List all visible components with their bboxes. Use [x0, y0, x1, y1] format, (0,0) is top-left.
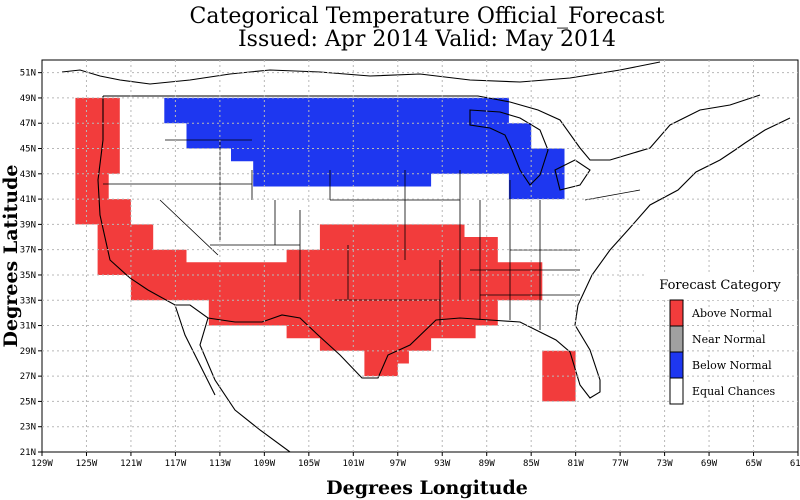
y-tick-label: 27N — [20, 372, 36, 382]
y-tick-label: 39N — [20, 220, 36, 230]
legend-label-background — [690, 385, 770, 398]
coast-north — [61, 61, 661, 85]
y-tick-label: 51N — [20, 69, 36, 79]
region-above-normal-0 — [75, 97, 543, 377]
x-axis-title: Degrees Longitude — [326, 477, 528, 499]
x-tick-label: 73W — [656, 459, 673, 469]
legend: Forecast Category Above Normal Near Norma… — [646, 274, 796, 405]
x-tick-label: 65W — [745, 459, 762, 469]
legend-label: Equal Chances — [692, 385, 776, 398]
x-tick-label: 129W — [31, 459, 53, 469]
canada-border — [103, 94, 761, 161]
legend-items: Above Normal Near Normal Below Normal Equal… — [669, 299, 776, 405]
y-tick-label: 31N — [20, 322, 36, 332]
x-tick-label: 97W — [390, 459, 407, 469]
legend-label: Near Normal — [692, 333, 766, 346]
mexico-outline — [199, 317, 291, 452]
y-tick-label: 35N — [20, 271, 36, 281]
baja-outline — [174, 304, 216, 396]
y-tick-label: 37N — [20, 246, 36, 256]
legend-title: Forecast Category — [659, 278, 781, 293]
x-tick-label: 101W — [342, 459, 364, 469]
legend-swatch — [669, 377, 684, 405]
x-tick-label: 93W — [434, 459, 451, 469]
legend-swatch — [669, 325, 684, 353]
x-tick-label: 121W — [120, 459, 142, 469]
state-lines — [103, 139, 641, 330]
x-tick-label: 61W — [790, 459, 800, 469]
legend-swatch — [669, 351, 684, 379]
map-subtitle: Issued: Apr 2014 Valid: May 2014 — [238, 27, 616, 52]
y-tick-label: 41N — [20, 195, 36, 205]
y-tick-label: 45N — [20, 145, 36, 155]
legend-label: Above Normal — [691, 307, 772, 320]
x-tick-label: 113W — [209, 459, 231, 469]
legend-label-background — [690, 359, 770, 372]
y-tick-label: 25N — [20, 397, 36, 407]
legend-title-background — [646, 274, 796, 300]
us-outline — [97, 96, 791, 399]
x-tick-label: 125W — [76, 459, 98, 469]
y-tick-label: 43N — [20, 170, 36, 180]
forecast-regions — [75, 97, 576, 402]
y-tick-label: 21N — [20, 448, 36, 458]
x-tick-label: 81W — [568, 459, 585, 469]
y-tick-label: 47N — [20, 119, 36, 129]
legend-label-background — [690, 307, 770, 320]
map-outlines — [61, 61, 791, 452]
x-tick-label: 117W — [165, 459, 187, 469]
y-tick-label: 33N — [20, 296, 36, 306]
latitude-ticks: 51N 49N 47N 45N 43N 41N 39N 37N 35N 33N 31N 29N 27N 2… — [20, 69, 42, 458]
x-tick-label: 89W — [479, 459, 496, 469]
legend-swatch — [669, 299, 684, 327]
legend-label-background — [690, 333, 770, 346]
longitude-ticks: 129W 125W 121W 117W 113W 109W 105W 101W 97W 93W 89… — [31, 452, 800, 469]
y-tick-label: 29N — [20, 347, 36, 357]
x-tick-label: 109W — [254, 459, 276, 469]
y-tick-label: 49N — [20, 94, 36, 104]
x-tick-label: 77W — [612, 459, 629, 469]
region-below-normal-2 — [164, 97, 565, 200]
y-axis-title: Degrees Latitude — [0, 165, 22, 348]
legend-label: Below Normal — [692, 359, 772, 372]
y-tick-label: 23N — [20, 423, 36, 433]
x-tick-label: 85W — [523, 459, 540, 469]
x-tick-label: 105W — [298, 459, 320, 469]
map-title: Categorical Temperature Official_Forecas… — [190, 4, 665, 29]
great-lakes — [469, 109, 591, 191]
x-tick-label: 69W — [701, 459, 718, 469]
